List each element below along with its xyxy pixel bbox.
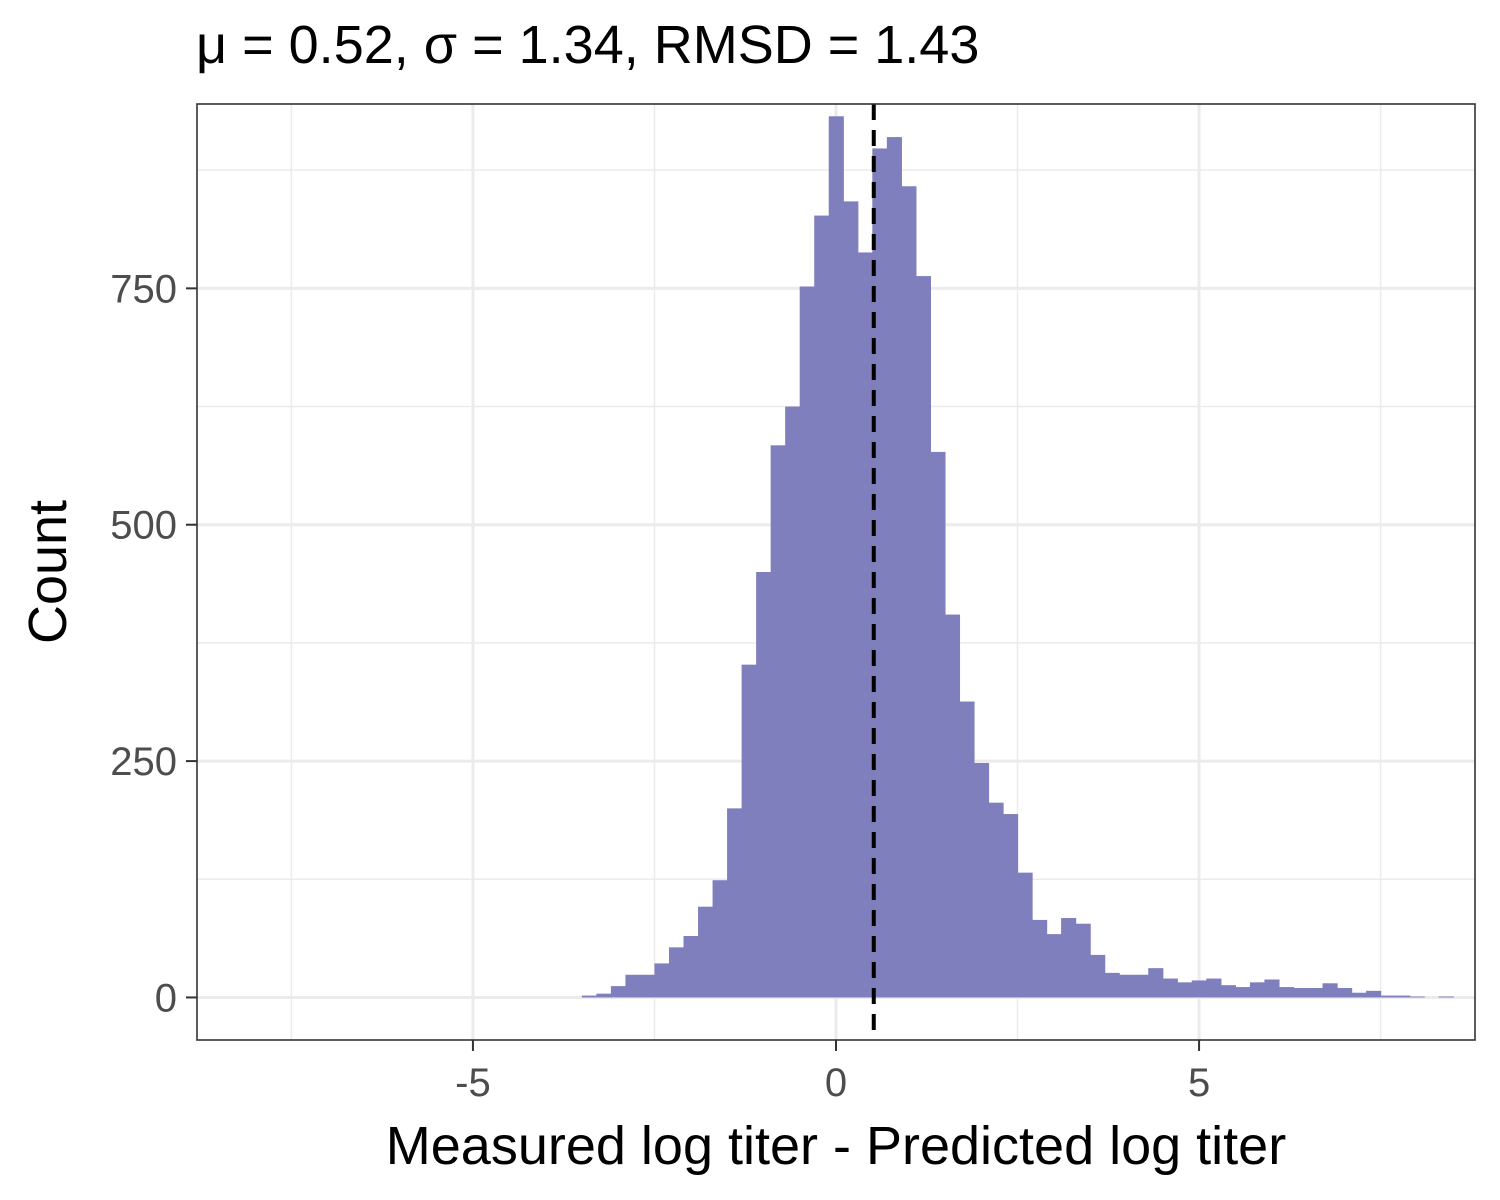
histogram-bar [1366,990,1382,998]
histogram-bars [581,116,1454,998]
histogram-bar [1278,987,1295,998]
histogram-bar [1206,978,1222,998]
histogram-bar [1003,814,1019,998]
y-tick-label: 750 [110,267,177,311]
chart-title: μ = 0.52, σ = 1.34, RMSD = 1.43 [196,15,980,75]
histogram-bar [756,572,772,998]
histogram-bar [581,995,597,998]
histogram-bar [886,137,902,998]
histogram-bar [1075,923,1091,998]
histogram-bar [610,986,627,998]
y-axis-ticks: 0 250 500 750 [110,267,197,1020]
histogram-bar [1235,987,1251,998]
histogram-bar [683,936,699,998]
x-axis-ticks: -5 0 5 [455,1040,1210,1105]
y-tick-label: 250 [110,740,177,784]
histogram-bar [1351,992,1367,998]
histogram-bar [857,252,873,998]
histogram-bar [1409,996,1425,998]
histogram-bar [1032,919,1048,998]
histogram-bar [1438,996,1454,998]
x-axis-title: Measured log titer - Predicted log titer [386,1116,1286,1176]
histogram-bar [1119,974,1135,998]
histogram-bar [814,215,830,998]
histogram-bar [930,451,946,998]
y-axis-title: Count [18,500,78,644]
histogram-bar [654,963,670,998]
histogram-bar [639,974,656,998]
histogram-bar [1337,988,1353,998]
histogram-bar [1090,954,1106,998]
histogram-bar [1061,918,1077,998]
histogram-bar [668,947,685,998]
histogram-bar [1395,995,1411,998]
histogram-bar [872,148,888,998]
y-tick-label: 500 [110,504,177,548]
histogram-bar [973,762,990,998]
histogram-bar [727,808,743,998]
histogram-bar [741,664,757,998]
histogram-bar [625,974,641,998]
histogram-bar [1177,982,1193,998]
histogram-bar [1046,934,1062,998]
histogram-bar [1104,972,1120,998]
histogram-bar [1162,978,1178,998]
histogram-bar [1322,983,1338,998]
x-tick-label: -5 [455,1061,491,1105]
histogram-bar [1017,872,1033,998]
histogram-bar [770,445,786,998]
histogram-bar [799,286,815,998]
histogram-bar [596,993,612,998]
histogram-bar [988,802,1004,998]
histogram-bar [1380,995,1396,998]
histogram-bar [1191,980,1207,998]
x-tick-label: 5 [1188,1061,1210,1105]
histogram-bar [828,116,844,998]
histogram-bar [1133,974,1149,998]
histogram-bar [915,276,931,998]
y-tick-label: 0 [155,976,177,1020]
histogram-bar [698,906,714,998]
histogram-bar [843,201,859,998]
histogram-bar [1148,968,1164,998]
histogram-bar [1293,988,1309,998]
x-tick-label: 0 [825,1061,847,1105]
histogram-bar [1264,979,1280,998]
histogram-bar [959,701,975,998]
histogram-bar [901,186,917,998]
histogram-bar [1307,988,1324,998]
histogram-bar [1220,985,1236,998]
histogram-bar [712,880,728,998]
histogram-bar [785,406,801,998]
histogram-bar [944,614,961,998]
histogram-bar [1249,982,1266,998]
